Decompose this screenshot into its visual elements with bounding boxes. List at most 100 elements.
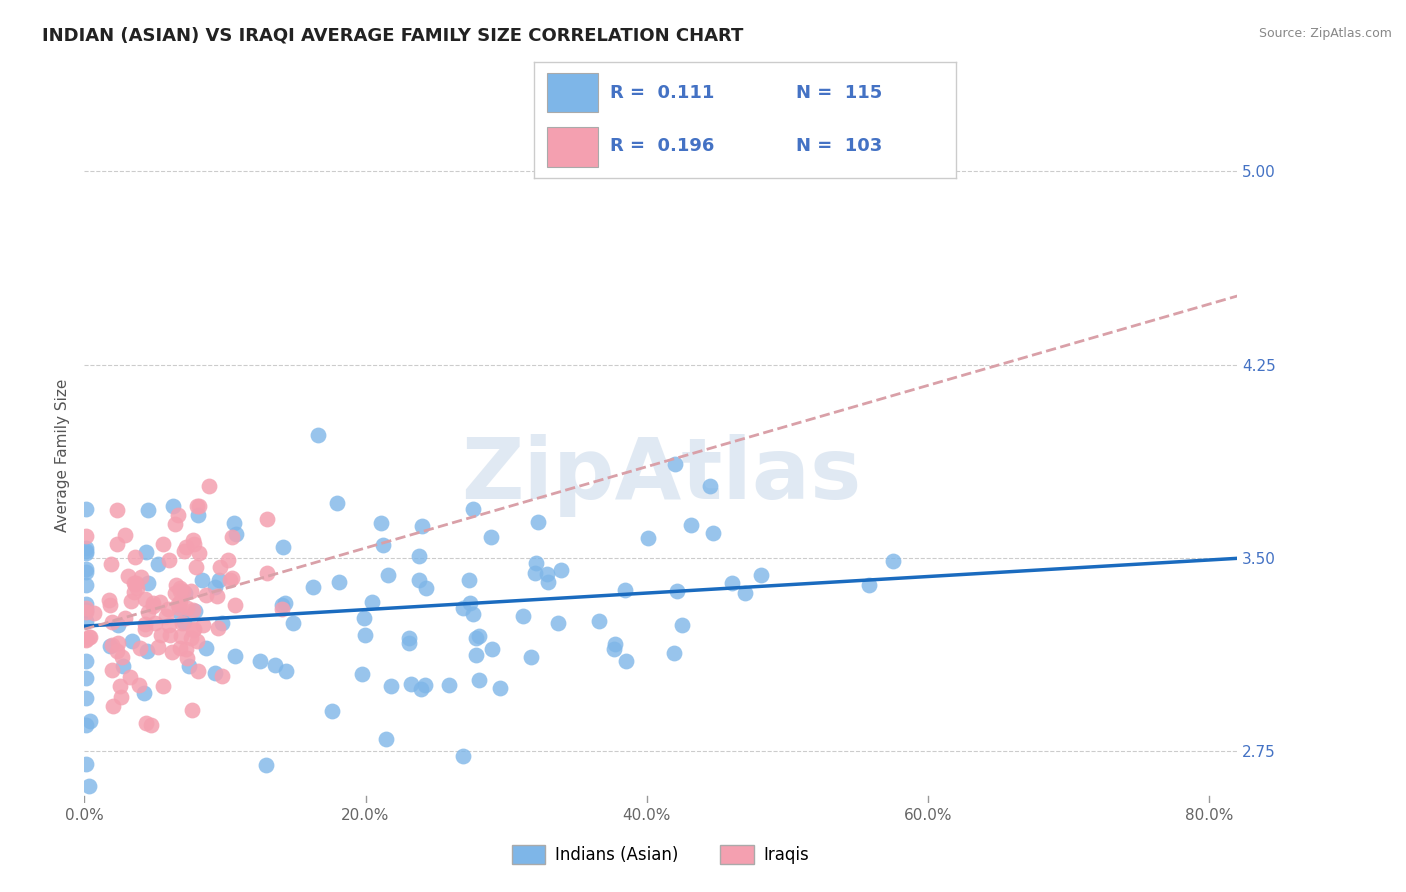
Point	[526, 557, 548, 571]
Point	[129, 640, 152, 655]
Point	[75, 632, 97, 646]
Point	[121, 634, 143, 648]
Point	[79, 714, 101, 728]
Point	[75, 614, 97, 628]
Point	[169, 581, 191, 595]
Point	[134, 616, 156, 631]
Point	[679, 517, 702, 532]
Point	[100, 615, 122, 629]
Point	[194, 640, 217, 655]
Point	[142, 596, 165, 610]
Point	[380, 679, 402, 693]
Point	[162, 499, 184, 513]
Point	[398, 636, 420, 650]
Point	[122, 585, 145, 599]
Point	[524, 566, 547, 580]
Point	[204, 580, 226, 594]
Point	[721, 576, 744, 591]
Point	[138, 605, 160, 619]
Point	[187, 508, 209, 522]
Point	[353, 611, 375, 625]
Point	[377, 567, 399, 582]
Point	[129, 570, 152, 584]
Point	[160, 645, 183, 659]
Point	[254, 757, 277, 772]
Point	[271, 601, 294, 615]
Point	[191, 574, 214, 588]
Point	[321, 704, 343, 718]
Point	[328, 575, 350, 590]
Point	[121, 594, 143, 608]
Point	[169, 584, 191, 599]
Point	[398, 631, 420, 645]
Point	[107, 618, 129, 632]
Text: INDIAN (ASIAN) VS IRAQI AVERAGE FAMILY SIZE CORRELATION CHART: INDIAN (ASIAN) VS IRAQI AVERAGE FAMILY S…	[42, 27, 744, 45]
Point	[371, 538, 394, 552]
Point	[183, 622, 205, 636]
Point	[167, 601, 190, 615]
Point	[124, 549, 146, 564]
Point	[225, 527, 247, 541]
Point	[281, 615, 304, 630]
Point	[107, 644, 129, 658]
Point	[468, 629, 491, 643]
Point	[437, 678, 460, 692]
Point	[165, 577, 187, 591]
FancyBboxPatch shape	[547, 73, 598, 112]
Text: N =  115: N = 115	[796, 84, 882, 102]
Text: Source: ZipAtlas.com: Source: ZipAtlas.com	[1258, 27, 1392, 40]
Point	[157, 553, 180, 567]
Y-axis label: Average Family Size: Average Family Size	[55, 378, 70, 532]
Point	[264, 658, 287, 673]
Point	[75, 578, 97, 592]
Point	[458, 596, 481, 610]
Point	[134, 623, 156, 637]
Point	[186, 499, 208, 513]
Point	[174, 585, 197, 599]
Point	[169, 595, 191, 609]
Point	[270, 598, 292, 612]
Point	[702, 526, 724, 541]
Point	[224, 516, 246, 531]
Point	[858, 578, 880, 592]
Point	[75, 600, 97, 615]
Point	[146, 640, 169, 654]
Point	[180, 631, 202, 645]
Point	[605, 637, 627, 651]
Point	[489, 681, 512, 695]
Point	[124, 577, 146, 591]
Point	[512, 608, 534, 623]
Point	[75, 565, 97, 579]
Point	[75, 690, 97, 705]
Point	[75, 654, 97, 668]
Point	[166, 508, 188, 522]
Point	[77, 630, 100, 644]
Point	[749, 568, 772, 582]
Point	[181, 623, 204, 637]
Point	[463, 607, 485, 621]
Point	[152, 679, 174, 693]
Point	[75, 562, 97, 576]
Point	[211, 669, 233, 683]
Point	[461, 502, 484, 516]
Point	[408, 549, 430, 563]
Point	[97, 592, 120, 607]
Point	[458, 573, 481, 587]
Point	[105, 502, 128, 516]
Point	[637, 531, 659, 545]
Point	[100, 638, 122, 652]
Legend: Indians (Asian), Iraqis: Indians (Asian), Iraqis	[505, 838, 817, 871]
Point	[187, 546, 209, 560]
Text: ZipAtlas: ZipAtlas	[461, 434, 860, 517]
Point	[413, 678, 436, 692]
Point	[734, 586, 756, 600]
Point	[75, 632, 97, 647]
Point	[125, 575, 148, 590]
Point	[479, 530, 502, 544]
Point	[107, 636, 129, 650]
Point	[519, 649, 541, 664]
Point	[172, 616, 194, 631]
Point	[122, 576, 145, 591]
Point	[204, 665, 226, 680]
Point	[75, 756, 97, 771]
